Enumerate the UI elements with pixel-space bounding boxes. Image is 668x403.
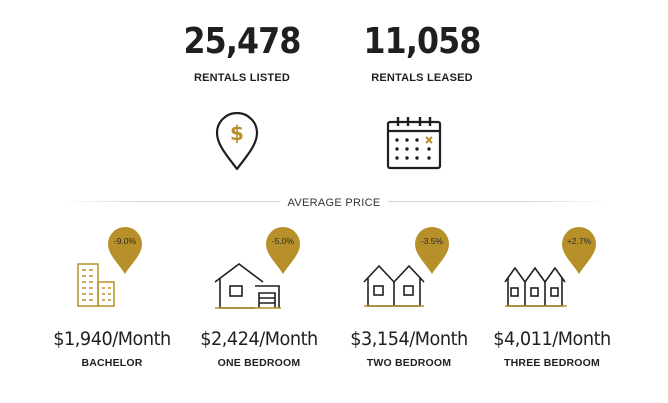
stat-rentals-leased: 11,058 RENTALS LEASED xyxy=(337,21,507,85)
change-percent: -3.5% xyxy=(420,236,444,246)
dollar-location-pin-icon: $ xyxy=(214,111,260,177)
three-houses-icon xyxy=(503,260,569,313)
unit-type-label: THREE BEDROOM xyxy=(504,357,600,369)
price-card-bachelor: -9.0% $1,940/Month BACHELOR xyxy=(37,226,187,376)
two-houses-icon xyxy=(362,260,426,313)
price-value: $3,154/Month xyxy=(350,328,468,350)
change-pin xyxy=(561,226,597,276)
stat-value: 11,058 xyxy=(363,21,482,62)
average-price-title: AVERAGE PRICE xyxy=(279,197,389,209)
price-card-two-bedroom: -3.5% $3,154/Month TWO BEDROOM xyxy=(334,226,484,376)
change-percent: +2.7% xyxy=(566,236,592,246)
price-value: $2,424/Month xyxy=(200,328,318,350)
change-pin xyxy=(107,226,143,276)
price-card-three-bedroom: +2.7% $4,011/Month THREE BEDROOM xyxy=(477,226,627,376)
section-title: AVERAGE PRICE xyxy=(0,193,668,211)
unit-type-label: BACHELOR xyxy=(81,357,143,369)
stat-label: RENTALS LISTED xyxy=(193,72,291,84)
price-value: $4,011/Month xyxy=(493,328,611,350)
price-value: $1,940/Month xyxy=(53,328,171,350)
change-percent: -9.0% xyxy=(113,236,137,246)
calendar-icon xyxy=(385,114,443,175)
apartment-building-icon xyxy=(75,260,117,313)
svg-text:$: $ xyxy=(230,121,244,145)
change-pin xyxy=(265,226,301,276)
change-percent: -5.0% xyxy=(271,236,295,246)
unit-type-label: ONE BEDROOM xyxy=(217,357,301,369)
change-pin xyxy=(414,226,450,276)
unit-type-label: TWO BEDROOM xyxy=(366,357,452,369)
stat-label: RENTALS LEASED xyxy=(371,72,473,84)
stat-rentals-listed: 25,478 RENTALS LISTED xyxy=(157,21,327,85)
house-with-garage-icon xyxy=(213,260,283,315)
stat-value: 25,478 xyxy=(183,21,302,62)
price-card-one-bedroom: -5.0% $2,424/Month ONE BEDROOM xyxy=(184,226,334,376)
